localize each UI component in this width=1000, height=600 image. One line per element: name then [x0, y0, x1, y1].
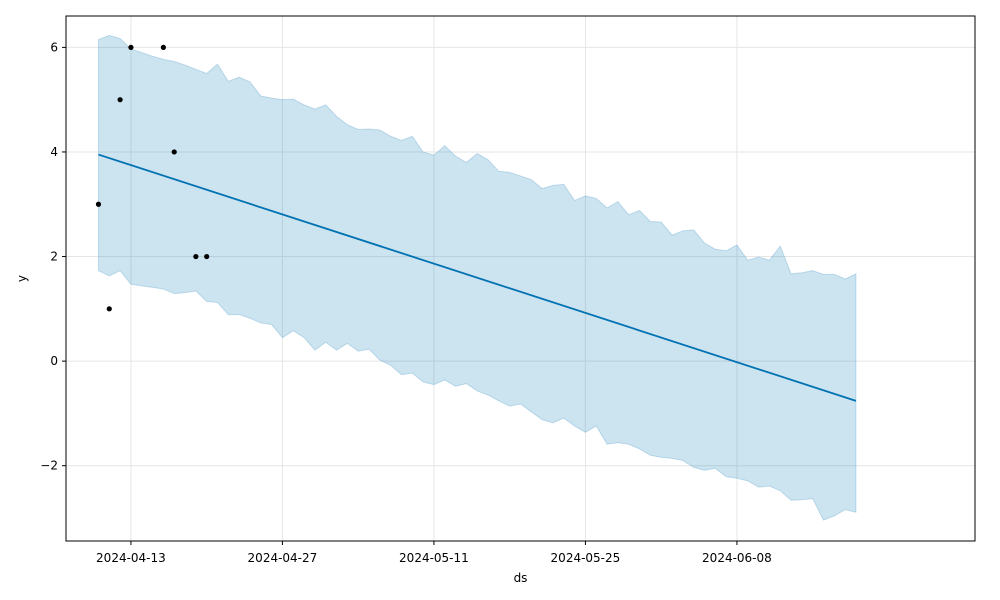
observed-point [171, 149, 177, 155]
y-tick-label: −2 [40, 459, 58, 473]
observed-point [193, 253, 199, 260]
observed-point [95, 201, 102, 207]
observed-point [204, 253, 210, 260]
x-tick-label: 2024-06-08 [702, 551, 772, 565]
y-axis-ticks: 6 4 2 0 −2 [40, 40, 66, 473]
grid-lines [66, 16, 975, 541]
y-tick-label: 6 [50, 40, 58, 54]
x-axis-label: ds [514, 571, 528, 585]
observed-point [117, 97, 123, 103]
x-axis-ticks: 2024-04-13 2024-04-27 2024-05-11 2024-05-25… [96, 541, 772, 565]
y-tick-label: 2 [50, 250, 58, 264]
x-tick-label: 2024-05-11 [399, 551, 469, 565]
forecast-line [98, 153, 857, 402]
observed-point [106, 306, 112, 312]
x-tick-label: 2024-04-27 [248, 551, 318, 565]
y-tick-label: 0 [50, 354, 58, 368]
x-tick-label: 2024-05-25 [551, 551, 621, 565]
observed-point [128, 44, 134, 50]
y-tick-label: 4 [50, 145, 58, 159]
observed-point [160, 44, 166, 50]
x-tick-label: 2024-04-13 [96, 551, 166, 565]
y-axis-label: y [15, 275, 29, 282]
plot-frame [65, 15, 976, 542]
observed-points [95, 44, 210, 312]
